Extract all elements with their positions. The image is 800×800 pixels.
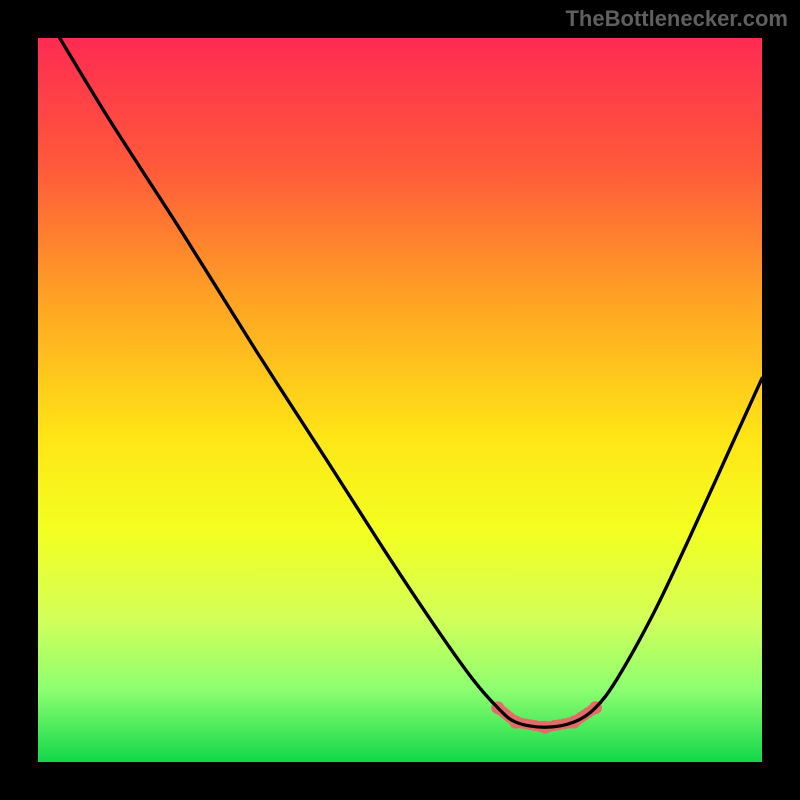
chart-svg [0, 0, 800, 800]
plot-area [38, 38, 762, 762]
watermark-text: TheBottlenecker.com [565, 6, 788, 32]
chart-root: TheBottlenecker.com [0, 0, 800, 800]
